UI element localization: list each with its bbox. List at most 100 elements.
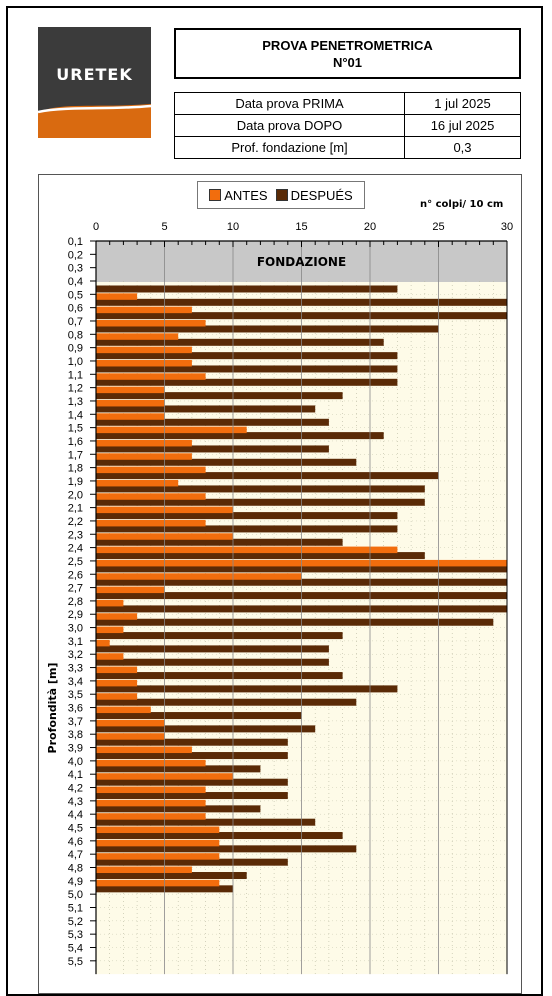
bar-antes [96, 493, 206, 500]
bar-antes [96, 386, 165, 394]
legend-label-antes: ANTES [224, 187, 268, 203]
bar-antes [96, 839, 220, 847]
y-tick-label: 3,7 [68, 716, 83, 728]
logo-text: URETEK [56, 65, 133, 84]
bar-antes [96, 293, 138, 300]
bar-antes [96, 426, 247, 434]
bar-despues [96, 432, 384, 440]
x-tick-label: 15 [295, 221, 307, 233]
x-tick-label: 0 [93, 221, 99, 233]
legend-item-despues: DESPUÉS [275, 188, 353, 203]
bar-despues [96, 338, 384, 346]
y-tick-label: 4,8 [68, 863, 83, 875]
y-tick-label: 3,6 [68, 703, 83, 715]
bar-despues [96, 672, 343, 680]
x-unit-label: n° colpi/ 10 cm [420, 199, 504, 210]
bar-antes [96, 626, 124, 634]
bar-antes [96, 479, 179, 487]
chart-legend: ANTES DESPUÉS [197, 181, 365, 209]
y-tick-label: 5,1 [68, 903, 83, 915]
y-tick-label: 0,2 [68, 249, 83, 261]
y-tick-label: 5,5 [68, 956, 83, 968]
bar-antes [96, 746, 192, 754]
bar-antes [96, 879, 220, 887]
x-tick-label: 10 [227, 221, 239, 233]
y-tick-label: 5,3 [68, 929, 83, 941]
bar-antes [96, 866, 192, 874]
bar-antes [96, 653, 124, 660]
bar-despues [96, 658, 329, 666]
logo-wave-icon [38, 104, 151, 138]
y-tick-label: 0,3 [68, 263, 83, 275]
bar-despues [96, 485, 425, 493]
info-row-prima: Data prova PRIMA 1 jul 2025 [174, 92, 521, 115]
y-tick-label: 1,0 [68, 356, 83, 368]
y-tick-label: 1,7 [68, 449, 83, 461]
y-tick-label: 4,7 [68, 849, 83, 861]
bar-despues [96, 552, 425, 560]
y-tick-label: 3,5 [68, 689, 83, 701]
y-tick-label: 2,5 [68, 556, 83, 568]
y-tick-label: 3,0 [68, 623, 83, 635]
bar-antes [96, 546, 398, 554]
bar-antes [96, 599, 124, 607]
bar-antes [96, 466, 206, 474]
info-value: 0,3 [404, 136, 521, 159]
bar-antes [96, 706, 151, 714]
bar-antes [96, 733, 165, 740]
y-tick-label: 3,8 [68, 729, 83, 741]
y-tick-label: 4,3 [68, 796, 83, 808]
bar-despues [96, 685, 398, 693]
y-tick-label: 4,9 [68, 876, 83, 888]
y-tick-label: 4,0 [68, 756, 83, 768]
y-tick-label: 1,2 [68, 383, 83, 395]
x-tick-label: 20 [364, 221, 376, 233]
y-tick-label: 1,3 [68, 396, 83, 408]
bar-antes [96, 613, 138, 620]
y-tick-label: 0,1 [68, 236, 83, 248]
y-tick-label: 4,6 [68, 836, 83, 848]
info-label: Prof. fondazione [m] [174, 136, 405, 159]
y-tick-label: 3,3 [68, 663, 83, 675]
bar-despues [96, 698, 357, 706]
bar-despues [96, 512, 398, 520]
bar-antes [96, 693, 138, 700]
bar-despues [96, 778, 288, 786]
info-label: Data prova DOPO [174, 114, 405, 137]
bar-despues [96, 872, 247, 880]
title-box: PROVA PENETROMETRICA N°01 [174, 28, 521, 79]
y-tick-label: 0,5 [68, 289, 83, 301]
bar-despues [96, 445, 329, 453]
y-tick-label: 3,2 [68, 649, 83, 661]
y-tick-label: 2,7 [68, 583, 83, 595]
bar-despues [96, 618, 494, 626]
y-tick-label: 4,4 [68, 809, 83, 821]
page-subtitle: N°01 [332, 55, 363, 70]
bar-despues [96, 325, 439, 333]
y-tick-label: 2,0 [68, 489, 83, 501]
bar-despues [96, 805, 261, 813]
info-row-dopo: Data prova DOPO 16 jul 2025 [174, 114, 521, 137]
bar-antes [96, 586, 165, 594]
bar-antes [96, 453, 192, 460]
y-tick-label: 4,1 [68, 769, 83, 781]
y-axis-label: Profondità [m] [46, 663, 59, 754]
bar-antes [96, 799, 206, 807]
bar-antes [96, 639, 110, 647]
bar-antes [96, 373, 206, 380]
y-tick-label: 0,8 [68, 329, 83, 341]
bar-despues [96, 392, 343, 400]
bar-despues [96, 538, 343, 546]
legend-swatch-antes [209, 189, 222, 201]
bar-despues [96, 752, 288, 760]
y-tick-label: 0,9 [68, 343, 83, 355]
y-tick-label: 0,6 [68, 303, 83, 315]
y-tick-label: 2,6 [68, 569, 83, 581]
y-tick-label: 1,8 [68, 463, 83, 475]
y-tick-label: 4,5 [68, 823, 83, 835]
bar-antes [96, 786, 206, 794]
bar-antes [96, 573, 302, 580]
bar-despues [96, 378, 398, 386]
bar-antes [96, 679, 138, 687]
y-tick-label: 2,8 [68, 596, 83, 608]
